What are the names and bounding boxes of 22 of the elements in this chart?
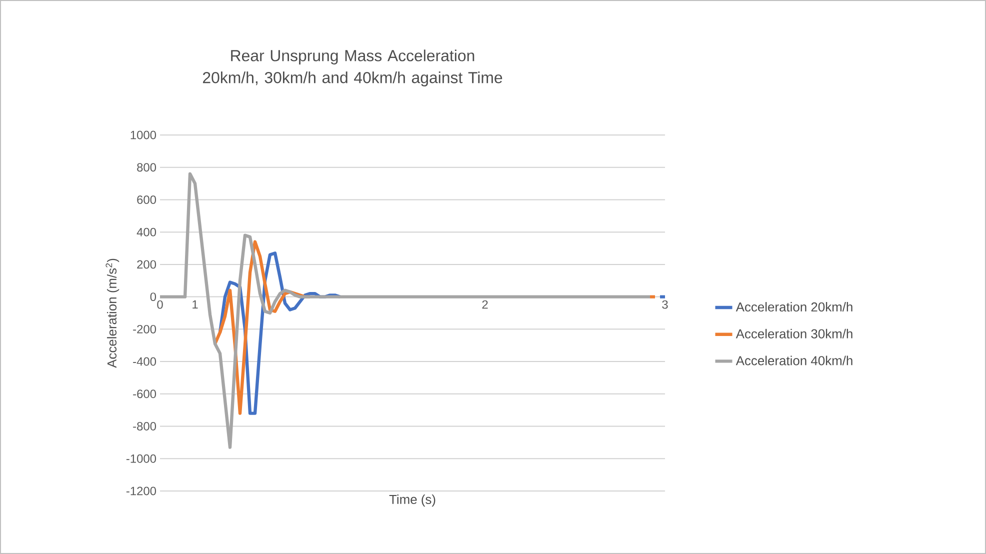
y-tick-label: 1000 — [130, 130, 156, 140]
y-axis-title: Acceleration (m/s$^{2}$) — [106, 258, 120, 368]
x-tick-label: 1 — [192, 300, 198, 309]
x-tick-label: 0 — [157, 300, 163, 309]
x-tick-label: 3 — [662, 300, 668, 309]
x-tick-label: 2 — [482, 300, 488, 309]
y-tick-label: 200 — [137, 260, 156, 269]
x-axis-title: Time (s) — [389, 494, 436, 507]
y-tick-label: -400 — [133, 357, 156, 366]
y-tick-label: 600 — [137, 195, 156, 204]
y-tick-label: -800 — [133, 422, 156, 430]
legend-label: Acceleration 30km/h — [736, 328, 852, 338]
y-tick-label: -200 — [133, 324, 156, 334]
chart-title: Rear Unsprung Mass Acceleration 20km/h, 30km/h and 40km/h against Time — [202, 50, 502, 86]
y-tick-label: 400 — [136, 228, 156, 236]
legend-label: Acceleration 20km/h — [736, 302, 852, 312]
y-tick-label: -600 — [133, 390, 156, 398]
y-tick-label: 800 — [137, 163, 156, 172]
y-tick-label: -1000 — [126, 454, 156, 463]
legend-label: Acceleration 40km/h — [736, 356, 852, 366]
y-tick-label: 0 — [150, 292, 156, 302]
y-tick-label: -1200 — [126, 486, 156, 496]
